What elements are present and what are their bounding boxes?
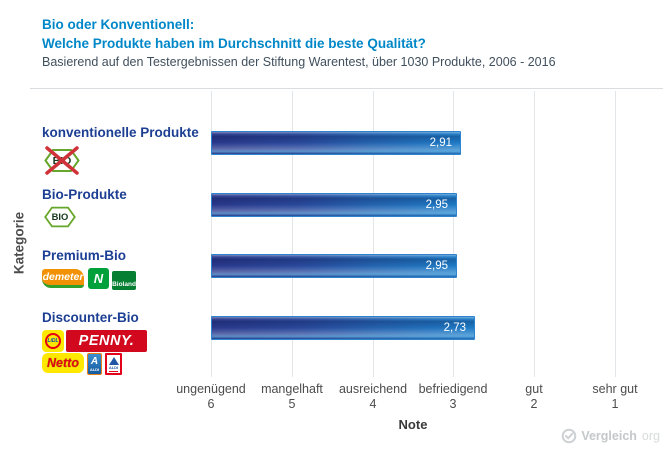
gridline-6 [211, 91, 212, 377]
category-label-konventionelle-produkte: konventionelle Produkte [42, 125, 199, 140]
bar-value-label: 2,73 [443, 322, 466, 334]
category-label-discounter-bio: Discounter-Bio [42, 310, 139, 325]
bar-premium-bio: 2,95 [211, 254, 457, 278]
category-label-premium-bio: Premium-Bio [42, 248, 127, 263]
x-tick-sehr-gut: sehr gut 1 [565, 382, 665, 412]
bar-discounter-bio: 2,73 [211, 316, 475, 340]
x-tick-word: gut [525, 382, 543, 396]
x-tick-word: ausreichend [338, 382, 408, 396]
lidl-logo-text: LiDL [47, 338, 59, 344]
bio-siegel-logo: BIO [43, 204, 77, 230]
bio-siegel-text: BIO [52, 211, 69, 222]
bar-bio-produkte: 2,95 [211, 193, 457, 217]
chart-subtitle: Basierend auf den Testergebnissen der St… [42, 55, 556, 69]
x-tick-number: 3 [449, 397, 457, 411]
x-tick-number: 5 [288, 397, 296, 411]
x-tick-ausreichend: ausreichend 4 [323, 382, 423, 412]
netto-logo: Netto [42, 353, 84, 373]
x-tick-word: mangelhaft [261, 382, 323, 396]
gridline-1 [615, 91, 616, 377]
chart-title-line2: Welche Produkte haben im Durchschnitt di… [42, 36, 426, 51]
bio-siegel-crossed-logo: BIO [43, 146, 81, 175]
netto-logo-text: Netto [47, 356, 79, 370]
bar-value-label: 2,91 [429, 137, 452, 149]
demeter-logo-text: demeter [42, 271, 84, 283]
x-tick-word: befriedigend [418, 382, 488, 396]
bio-hexagon [44, 206, 76, 228]
x-tick-befriedigend: befriedigend 3 [403, 382, 503, 412]
demeter-logo: demeter [42, 269, 84, 288]
naturland-logo: N [88, 268, 109, 289]
brand-suffix: org [641, 429, 660, 443]
naturland-logo-text: N [93, 271, 104, 286]
aldi-sued-a: A [90, 356, 99, 367]
brand-name: Vergleich [581, 429, 637, 443]
gridline-5 [292, 91, 293, 377]
chart-title: Bio oder Konventionell: Welche Produkte … [42, 15, 426, 53]
category-label-bio-produkte: Bio-Produkte [42, 187, 127, 202]
gridline-2 [534, 91, 535, 377]
bar-value-label: 2,95 [425, 199, 448, 211]
x-tick-gut: gut 2 [484, 382, 584, 412]
header-divider [30, 88, 663, 89]
aldi-sued-logo: A ALDI [87, 353, 102, 375]
x-tick-number: 4 [369, 397, 377, 411]
gridline-4 [373, 91, 374, 377]
x-tick-ungenuegend: ungenügend 6 [161, 382, 261, 412]
x-tick-number: 6 [207, 397, 215, 411]
lidl-ring: LiDL [45, 333, 61, 349]
bar-konventionelle-produkte: 2,91 [211, 131, 461, 155]
y-axis-label: Kategorie [11, 211, 27, 275]
aldi-nord-text: ALDI [108, 364, 119, 372]
penny-logo: PENNY. [66, 330, 147, 352]
x-tick-mangelhaft: mangelhaft 5 [242, 382, 342, 412]
cross-line-2 [45, 146, 79, 175]
bioland-logo: Bioland [112, 271, 136, 290]
bioland-logo-text: Bioland [112, 281, 136, 288]
x-tick-number: 1 [611, 397, 619, 411]
vergleich-org-brand: Vergleich org [561, 428, 660, 444]
bar-value-label: 2,95 [425, 260, 448, 272]
gridline-3 [453, 91, 454, 377]
chart-title-line1: Bio oder Konventionell: [42, 17, 195, 32]
aldi-nord-logo: ALDI [105, 353, 122, 375]
lidl-logo: LiDL [42, 330, 64, 352]
aldi-sued-text: ALDI [89, 367, 100, 372]
x-tick-word: ungenügend [176, 382, 246, 396]
x-tick-number: 2 [530, 397, 538, 411]
x-tick-word: sehr gut [592, 382, 638, 396]
vergleich-check-icon [562, 428, 577, 444]
penny-logo-text: PENNY. [78, 333, 135, 349]
x-axis-label: Note [398, 417, 428, 432]
aldi-nord-triangle-icon [108, 356, 119, 365]
